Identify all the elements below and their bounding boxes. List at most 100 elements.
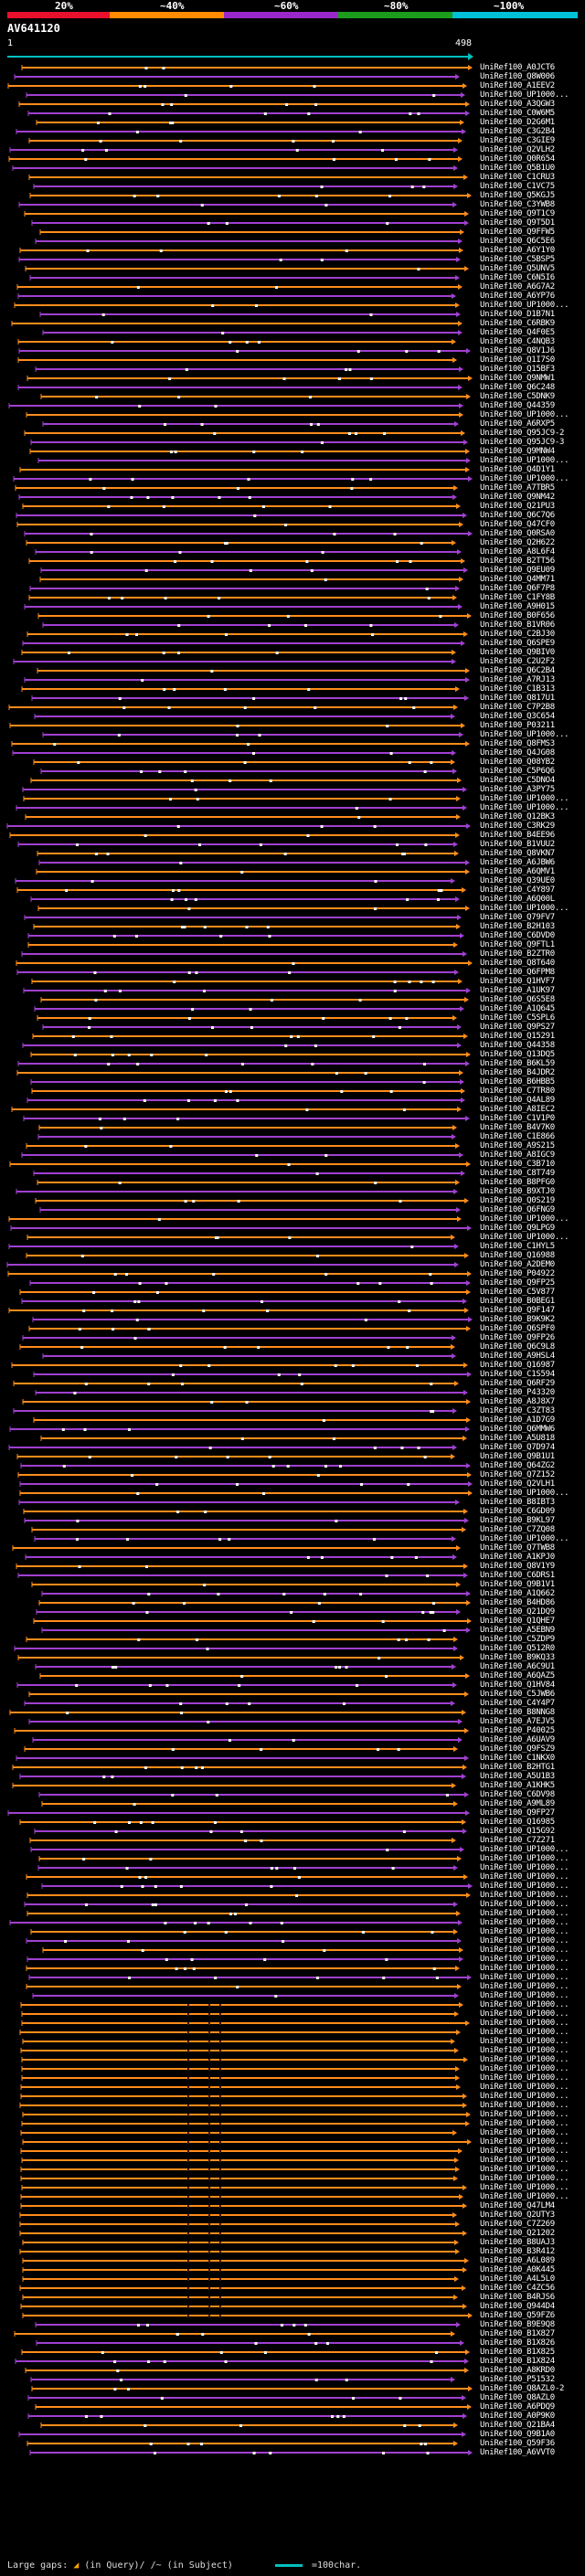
hit-name-link[interactable]: UniRef100_C3GIE9 (480, 136, 555, 145)
hit-name-link[interactable]: UniRef100_Q21DQ9 (480, 1607, 555, 1617)
hit-name-link[interactable]: UniRef100_Q12BK3 (480, 812, 555, 822)
hit-name-link[interactable]: UniRef100_B2TT56 (480, 557, 555, 566)
hit-name-link[interactable]: UniRef100_Q6S5E8 (480, 995, 555, 1004)
hit-name-link[interactable]: UniRef100_Q8AZL0 (480, 2393, 555, 2402)
hit-name-link[interactable]: UniRef100_C1CRU3 (480, 173, 555, 182)
hit-name-link[interactable]: UniRef100_A6Q00L (480, 895, 555, 904)
hit-name-link[interactable]: UniRef100_UP1000... (480, 1982, 569, 1991)
hit-name-link[interactable]: UniRef100_C7TR80 (480, 1087, 555, 1096)
hit-name-link[interactable]: UniRef100_Q47LM4 (480, 2201, 555, 2210)
hit-name-link[interactable]: UniRef100_P43320 (480, 1388, 555, 1397)
hit-name-link[interactable]: UniRef100_UP1000... (480, 456, 569, 465)
hit-name-link[interactable]: UniRef100_UP1000... (480, 1534, 569, 1543)
hit-name-link[interactable]: UniRef100_C5DNO4 (480, 776, 555, 785)
hit-name-link[interactable]: UniRef100_A0K445 (480, 2265, 555, 2274)
hit-name-link[interactable]: UniRef100_UP1000... (480, 2101, 569, 2110)
hit-name-link[interactable]: UniRef100_B9XTJ0 (480, 1187, 555, 1196)
hit-name-link[interactable]: UniRef100_A7RJ13 (480, 675, 555, 684)
hit-name-link[interactable]: UniRef100_Q9FP25 (480, 1278, 555, 1288)
hit-name-link[interactable]: UniRef100_B6HBB5 (480, 1077, 555, 1087)
hit-name-link[interactable]: UniRef100_Q95JC9-2 (480, 429, 565, 438)
hit-name-link[interactable]: UniRef100_C1FY8B (480, 593, 555, 602)
hit-name-link[interactable]: UniRef100_A9ML89 (480, 1799, 555, 1808)
hit-name-link[interactable]: UniRef100_Q9B1U1 (480, 1452, 555, 1461)
hit-name-link[interactable]: UniRef100_B2HTG1 (480, 1763, 555, 1772)
hit-name-link[interactable]: UniRef100_B1X826 (480, 2338, 555, 2348)
hit-name-link[interactable]: UniRef100_Q6C248 (480, 383, 555, 392)
hit-name-link[interactable]: UniRef100_C5V877 (480, 1288, 555, 1297)
hit-name-link[interactable]: UniRef100_C6GD09 (480, 1507, 555, 1516)
hit-name-link[interactable]: UniRef100_A6C9U1 (480, 1662, 555, 1671)
hit-name-link[interactable]: UniRef100_Q5B1U0 (480, 164, 555, 173)
hit-name-link[interactable]: UniRef100_B8PFG0 (480, 1178, 555, 1187)
hit-name-link[interactable]: UniRef100_UP1000... (480, 2009, 569, 2019)
hit-name-link[interactable]: UniRef100_C0W6M5 (480, 109, 555, 118)
hit-name-link[interactable]: UniRef100_UP1000... (480, 730, 569, 739)
hit-name-link[interactable]: UniRef100_B0F656 (480, 611, 555, 620)
hit-name-link[interactable]: UniRef100_UP1000... (480, 904, 569, 913)
hit-name-link[interactable]: UniRef100_Q79FV7 (480, 913, 555, 922)
hit-name-link[interactable]: UniRef100_A6UAV9 (480, 1735, 555, 1744)
hit-name-link[interactable]: UniRef100_UP1000... (480, 1233, 569, 1242)
hit-name-link[interactable]: UniRef100_Q0RSA0 (480, 529, 555, 538)
hit-name-link[interactable]: UniRef100_UP1000... (480, 474, 569, 483)
hit-name-link[interactable]: UniRef100_C3B710 (480, 1160, 555, 1169)
hit-name-link[interactable]: UniRef100_UP1000... (480, 1882, 569, 1891)
hit-name-link[interactable]: UniRef100_B1VUU2 (480, 840, 555, 849)
hit-name-link[interactable]: UniRef100_B4JDR2 (480, 1068, 555, 1077)
hit-name-link[interactable]: UniRef100_C5SPL6 (480, 1013, 555, 1023)
hit-name-link[interactable]: UniRef100_A6QAZ5 (480, 1671, 555, 1680)
hit-name-link[interactable]: UniRef100_Q8VKN7 (480, 849, 555, 858)
hit-name-link[interactable]: UniRef100_P51532 (480, 2375, 555, 2384)
hit-name-link[interactable]: UniRef100_C5P6Q6 (480, 767, 555, 776)
hit-name-link[interactable]: UniRef100_B9KL97 (480, 1516, 555, 1525)
hit-name-link[interactable]: UniRef100_UP1000... (480, 301, 569, 310)
hit-name-link[interactable]: UniRef100_Q5KGJ5 (480, 191, 555, 200)
hit-name-link[interactable]: UniRef100_UP1000... (480, 2119, 569, 2128)
hit-name-link[interactable]: UniRef100_C3ZT83 (480, 1406, 555, 1415)
hit-name-link[interactable]: UniRef100_UP1000... (480, 2055, 569, 2064)
hit-name-link[interactable]: UniRef100_Q64ZG2 (480, 1461, 555, 1470)
hit-name-link[interactable]: UniRef100_UP1000... (480, 1964, 569, 1973)
hit-name-link[interactable]: UniRef100_C1NKX0 (480, 1754, 555, 1763)
hit-name-link[interactable]: UniRef100_C4Y4P7 (480, 1699, 555, 1708)
hit-name-link[interactable]: UniRef100_Q6SPF0 (480, 1324, 555, 1333)
hit-name-link[interactable]: UniRef100_Q9PS27 (480, 1023, 555, 1032)
hit-name-link[interactable]: UniRef100_C6N5I6 (480, 273, 555, 282)
hit-name-link[interactable]: UniRef100_C8T749 (480, 1169, 555, 1178)
hit-name-link[interactable]: UniRef100_Q8W006 (480, 72, 555, 81)
hit-name-link[interactable]: UniRef100_B6KL59 (480, 1059, 555, 1068)
hit-name-link[interactable]: UniRef100_Q5UNV5 (480, 264, 555, 273)
hit-name-link[interactable]: UniRef100_C2BJ30 (480, 630, 555, 639)
hit-name-link[interactable]: UniRef100_A0JCT6 (480, 63, 555, 72)
hit-name-link[interactable]: UniRef100_Q6SPE9 (480, 639, 555, 648)
hit-name-link[interactable]: UniRef100_Q21BA4 (480, 2421, 555, 2430)
hit-name-link[interactable]: UniRef100_Q1I7S0 (480, 355, 555, 365)
hit-name-link[interactable]: UniRef100_C6DV98 (480, 1790, 555, 1799)
hit-name-link[interactable]: UniRef100_Q16987 (480, 1361, 555, 1370)
hit-name-link[interactable]: UniRef100_UP1000... (480, 1489, 569, 1498)
hit-name-link[interactable]: UniRef100_UP1000... (480, 1900, 569, 1909)
hit-name-link[interactable]: UniRef100_Q6C7Q6 (480, 511, 555, 520)
hit-name-link[interactable]: UniRef100_UP1000... (480, 1845, 569, 1854)
hit-name-link[interactable]: UniRef100_B9KQ33 (480, 1653, 555, 1662)
hit-name-link[interactable]: UniRef100_UP1000... (480, 803, 569, 812)
hit-name-link[interactable]: UniRef100_Q9F147 (480, 1306, 555, 1315)
hit-name-link[interactable]: UniRef100_Q6C2B4 (480, 666, 555, 675)
hit-name-link[interactable]: UniRef100_A6VVT0 (480, 2448, 555, 2457)
hit-name-link[interactable]: UniRef100_Q21202 (480, 2229, 555, 2238)
hit-name-link[interactable]: UniRef100_C3YWB8 (480, 200, 555, 209)
hit-name-link[interactable]: UniRef100_A7EJV5 (480, 1717, 555, 1726)
hit-name-link[interactable]: UniRef100_A1Q645 (480, 1004, 555, 1013)
hit-name-link[interactable]: UniRef100_UP1000... (480, 2165, 569, 2174)
hit-name-link[interactable]: UniRef100_Q95JC9-3 (480, 438, 565, 447)
hit-name-link[interactable]: UniRef100_A6L089 (480, 2256, 555, 2265)
hit-name-link[interactable]: UniRef100_A6Y1Y0 (480, 246, 555, 255)
hit-name-link[interactable]: UniRef100_Q7D974 (480, 1443, 555, 1452)
hit-name-link[interactable]: UniRef100_C2U2F2 (480, 657, 555, 666)
hit-name-link[interactable]: UniRef100_Q1QHE7 (480, 1617, 555, 1626)
hit-name-link[interactable]: UniRef100_Q13DQ5 (480, 1050, 555, 1059)
hit-name-link[interactable]: UniRef100_UP1000... (480, 1955, 569, 1964)
hit-name-link[interactable]: UniRef100_UP1000... (480, 1927, 569, 1936)
hit-name-link[interactable]: UniRef100_A6G7A2 (480, 282, 555, 292)
